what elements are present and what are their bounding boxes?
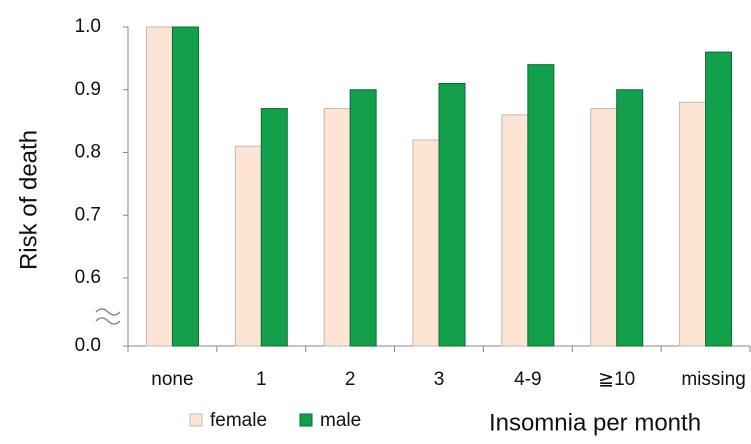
x-axis-title: Insomnia per month <box>489 409 701 436</box>
bar <box>679 101 707 347</box>
bar <box>323 108 351 347</box>
x-tick-label: ≧10 <box>598 369 635 390</box>
x-tick-label: 2 <box>345 369 356 390</box>
x-tick-label: 4-9 <box>514 369 541 390</box>
x-tick-label: 1 <box>256 369 267 390</box>
y-tick-label: 0.8 <box>75 142 101 163</box>
legend-swatch <box>299 413 313 427</box>
bar <box>590 108 618 347</box>
bar <box>234 145 262 347</box>
bar <box>438 82 466 347</box>
y-tick-label: 0.0 <box>75 335 101 356</box>
x-tick-label: none <box>151 369 193 390</box>
x-tick-label: missing <box>681 369 745 390</box>
y-tick-label: 0.7 <box>75 204 101 225</box>
bar <box>527 64 555 347</box>
bar <box>501 114 529 347</box>
y-tick-label: 1.0 <box>75 16 101 37</box>
bar <box>705 51 733 347</box>
y-axis-title: Risk of death <box>15 130 42 270</box>
axis-break <box>95 308 121 325</box>
bar <box>616 89 644 347</box>
y-tick-label: 0.9 <box>75 79 101 100</box>
bar <box>171 26 199 347</box>
bar <box>260 108 288 347</box>
y-tick-label: 0.6 <box>75 267 101 288</box>
legend-swatch <box>189 413 203 427</box>
bar <box>412 139 440 347</box>
legend-label: female <box>210 410 267 431</box>
x-tick-label: 3 <box>434 369 445 390</box>
bar <box>349 89 377 347</box>
legend-label: male <box>320 410 361 431</box>
bar <box>145 26 173 347</box>
